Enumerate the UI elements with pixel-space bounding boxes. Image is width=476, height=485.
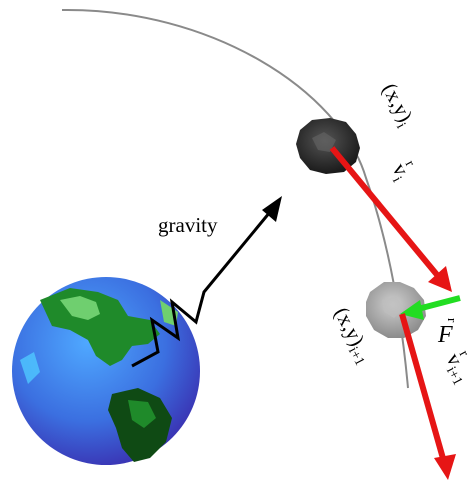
moon-next-icon bbox=[366, 282, 426, 338]
force-arrow bbox=[413, 295, 461, 313]
velocity-i-accent: r bbox=[402, 158, 418, 169]
gravity-label: gravity bbox=[158, 213, 218, 237]
velocity-next-arrowhead bbox=[434, 454, 456, 480]
position-i-label: (x,y)i bbox=[374, 79, 419, 131]
velocity-i-label: vi bbox=[384, 159, 416, 185]
gravity-arrowhead bbox=[262, 196, 282, 222]
force-arrowhead bbox=[400, 300, 424, 320]
position-i-subscript: i bbox=[393, 121, 408, 132]
velocity-i-subscript: i bbox=[389, 174, 404, 185]
velocity-i-arrow bbox=[329, 146, 441, 278]
velocity-next-accent: r bbox=[456, 348, 472, 359]
velocity-next-label: vi+1 bbox=[438, 349, 476, 388]
force-label: F bbox=[437, 322, 453, 348]
gravity-arrow bbox=[131, 211, 272, 368]
velocity-next-arrow bbox=[399, 313, 447, 463]
force-accent: r bbox=[445, 318, 460, 323]
velocity-i-arrowhead bbox=[428, 266, 452, 292]
